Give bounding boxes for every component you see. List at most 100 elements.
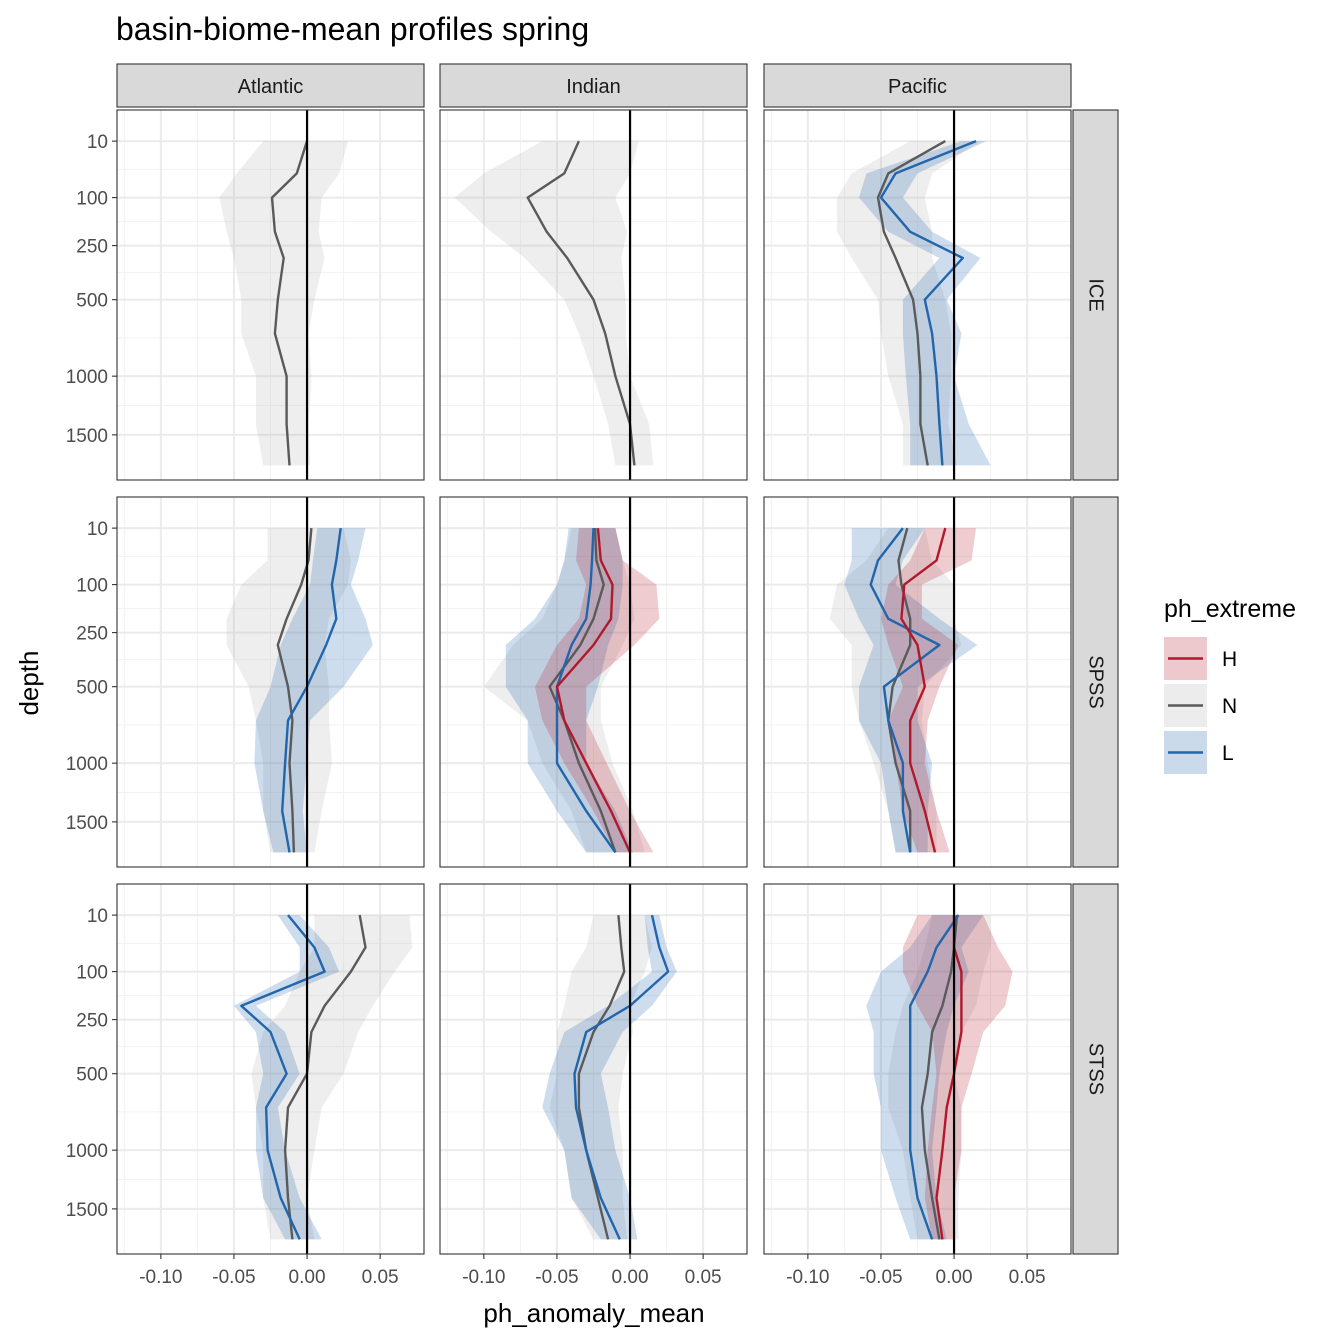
data-layer [829, 527, 978, 853]
data-layer [454, 140, 654, 466]
panel-atlantic-spss [116, 496, 425, 868]
panel-border [763, 883, 1072, 1255]
ribbon-N [837, 141, 981, 466]
panel-border [439, 496, 748, 868]
x-tick-label: 0.05 [362, 1267, 399, 1288]
y-tick-label: 250 [76, 1011, 108, 1032]
panel-pacific-stss [763, 883, 1072, 1255]
line-L [573, 914, 670, 1240]
x-tick-label: 0.00 [936, 1267, 973, 1288]
facet-strip-indian [439, 63, 748, 108]
x-axis-indian: -0.10 -0.05 0.00 0.05 [462, 1254, 722, 1288]
line-L [879, 139, 977, 466]
y-tick-label: 100 [76, 963, 108, 984]
legend-label: H [1222, 648, 1237, 671]
y-tick-label: 1500 [66, 813, 108, 834]
line-H [900, 527, 947, 853]
panel-indian-stss [439, 883, 748, 1255]
panel-border [116, 496, 425, 868]
gridlines [440, 884, 747, 1254]
panel-border [763, 109, 1072, 481]
gridlines [440, 110, 747, 480]
panel-border [763, 496, 1072, 868]
line-N [270, 140, 309, 466]
panel-border [116, 883, 425, 1255]
x-axis-pacific: -0.10 -0.05 0.00 0.05 [786, 1254, 1046, 1288]
x-tick-label: -0.05 [535, 1267, 578, 1288]
y-axis-spss: 10 100 250 500 1000 1500 [66, 519, 117, 834]
x-axis-title: ph_anomaly_mean [483, 1298, 704, 1328]
facet-strip-pacific [763, 63, 1072, 108]
y-tick-label: 1000 [66, 754, 108, 775]
y-tick-label: 10 [87, 906, 108, 927]
panel-border [116, 109, 425, 481]
y-axis-title: depth [14, 650, 44, 715]
line-N [526, 140, 636, 466]
y-tick-label: 100 [76, 189, 108, 210]
facet-strip-ice [1072, 109, 1119, 481]
ribbon-L [844, 528, 978, 853]
x-tick-label: -0.05 [212, 1267, 255, 1288]
x-tick-label: -0.10 [462, 1267, 505, 1288]
ribbon-N [251, 915, 413, 1240]
line-L [240, 914, 326, 1240]
y-tick-label: 500 [76, 291, 108, 312]
data-layer [219, 140, 348, 466]
panel-border [439, 883, 748, 1255]
legend-title: ph_extreme [1164, 595, 1296, 623]
facet-label-stss: STSS [1085, 1043, 1107, 1095]
x-tick-label: 0.00 [289, 1267, 326, 1288]
ribbon-N [549, 915, 652, 1240]
legend-key-L: L [1164, 731, 1234, 774]
x-tick-label: 0.00 [612, 1267, 649, 1288]
ribbon-N [483, 528, 645, 853]
facet-label-pacific: Pacific [888, 76, 947, 98]
x-tick-label: 0.05 [1009, 1267, 1046, 1288]
panel-border [439, 109, 748, 481]
facet-label-spss: SPSS [1085, 655, 1107, 708]
y-axis-ice: 10 100 250 500 1000 1500 [66, 132, 117, 447]
y-tick-label: 1000 [66, 367, 108, 388]
y-tick-label: 250 [76, 624, 108, 645]
legend-label: N [1222, 695, 1237, 718]
data-layer [542, 914, 677, 1240]
data-layer [483, 527, 660, 854]
y-tick-label: 10 [87, 519, 108, 540]
ribbon-H [881, 528, 976, 853]
panel-indian-ice [439, 109, 748, 481]
y-tick-label: 250 [76, 237, 108, 258]
panels-layer: Atlantic Indian Pacific ICE SPSS STSS 10 100 250… [66, 63, 1119, 1288]
data-layer [226, 527, 373, 853]
ribbon-H [535, 528, 660, 853]
panel-atlantic-stss [116, 883, 425, 1255]
line-L [555, 528, 617, 854]
x-axis-atlantic: -0.10 -0.05 0.00 0.05 [139, 1254, 399, 1288]
facet-label-indian: Indian [566, 76, 621, 98]
y-tick-label: 1500 [66, 426, 108, 447]
facet-label-atlantic: Atlantic [238, 76, 304, 98]
y-axis-stss: 10 100 250 500 1000 1500 [66, 906, 117, 1221]
line-N [276, 527, 313, 853]
ribbon-N [829, 528, 962, 853]
line-N [577, 914, 626, 1240]
y-tick-label: 100 [76, 576, 108, 597]
ribbon-L [505, 528, 633, 853]
ribbon-H [902, 915, 1013, 1240]
y-tick-label: 500 [76, 1065, 108, 1086]
legend-key-H: H [1164, 637, 1237, 680]
data-layer [234, 914, 413, 1240]
chart-title: basin-biome-mean profiles spring [116, 11, 589, 47]
gridlines [764, 497, 1071, 867]
ribbon-L [542, 915, 677, 1240]
legend-label: L [1222, 742, 1234, 765]
panel-pacific-spss [763, 496, 1072, 868]
facet-strip-atlantic [116, 63, 425, 108]
facet-strip-spss [1072, 496, 1119, 868]
line-L [909, 914, 960, 1240]
line-N [920, 914, 959, 1240]
data-layer [837, 139, 991, 466]
x-tick-label: -0.05 [859, 1267, 902, 1288]
facet-label-ice: ICE [1085, 278, 1107, 311]
facet-strip-stss [1072, 883, 1119, 1255]
y-tick-label: 10 [87, 132, 108, 153]
